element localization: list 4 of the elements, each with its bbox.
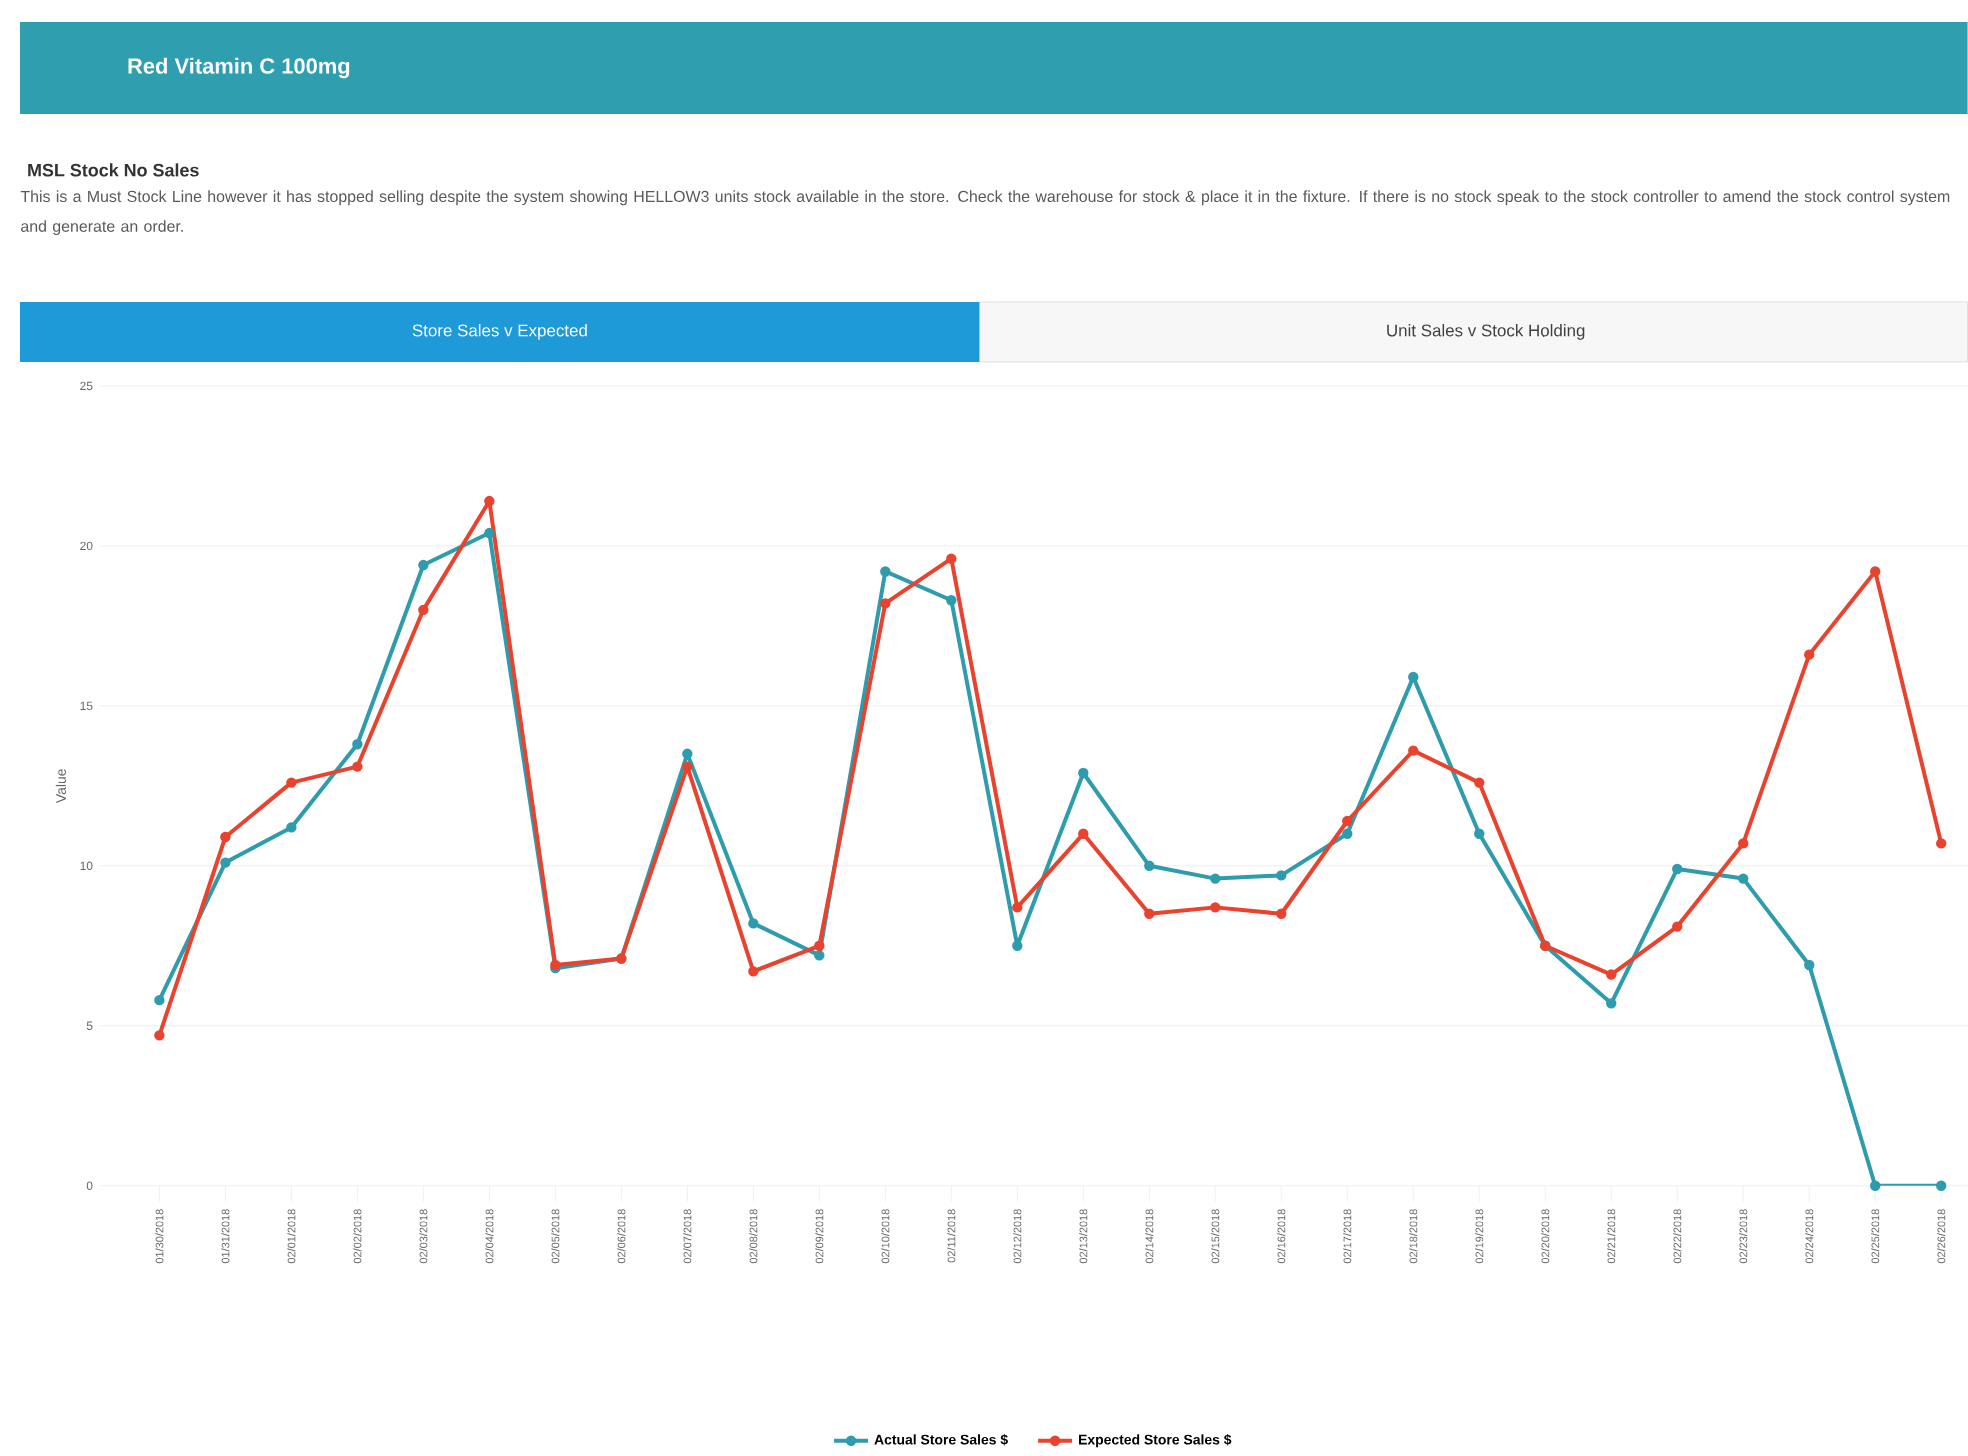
text: Unit Sales v Stock Holding	[1387, 324, 1585, 341]
chart-title: Red Vitamin C 100mg	[128, 58, 350, 79]
text: Store Sales v Expected	[412, 324, 587, 341]
chart-subtitle: MSL Stock No Sales	[28, 163, 199, 177]
